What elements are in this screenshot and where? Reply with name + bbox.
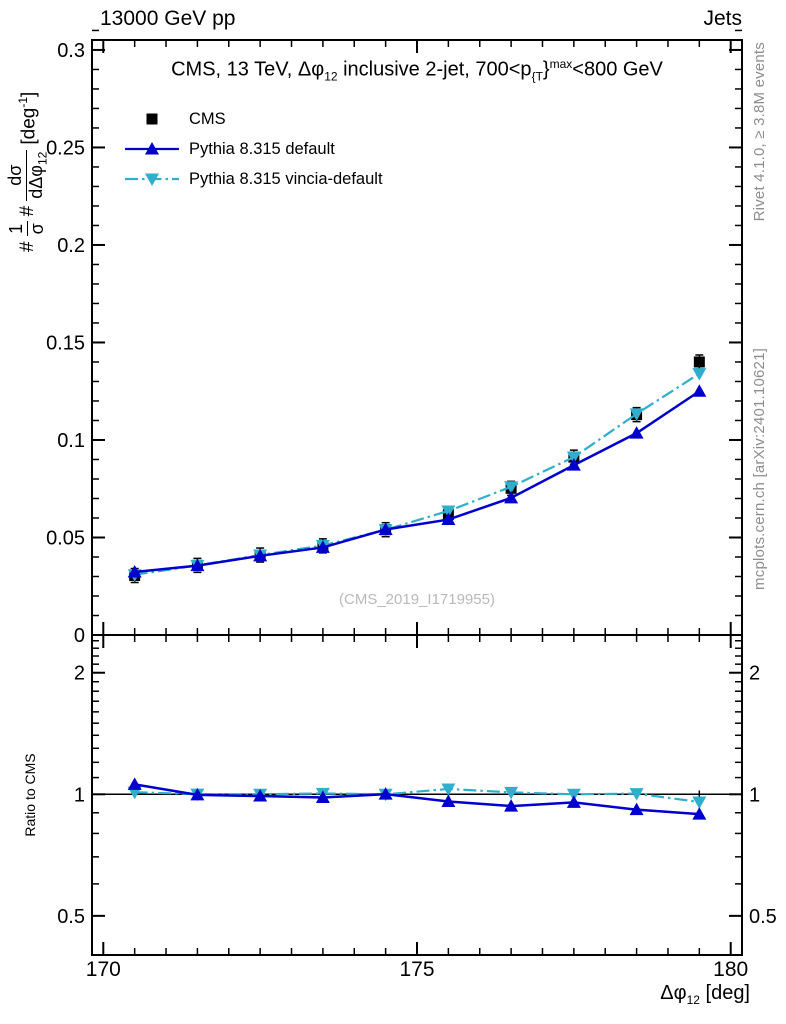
data-point-triangle-down [441, 505, 456, 518]
y-tick-label: 0.2 [57, 235, 85, 257]
analysis-group-title: Jets [703, 7, 742, 30]
axes [91, 29, 743, 956]
cms-marker-icon [124, 107, 180, 131]
data-point-triangle-up [504, 490, 519, 504]
data-point-square [146, 113, 158, 125]
series-cms [129, 354, 705, 584]
tick-labels: 170 175 180 0 0.05 0.1 0.15 0.2 0.25 0.3 0.5 0.5 1 1 2… [46, 40, 777, 981]
data-point-triangle-down [692, 368, 707, 381]
legend-label: Pythia 8.315 vincia-default [189, 169, 383, 188]
data-point-triangle-up [127, 777, 142, 790]
data-point-triangle-up [441, 794, 456, 807]
data-point-triangle-down [504, 786, 519, 800]
ratio-tick-label-right: 2 [749, 663, 760, 685]
data-point-triangle-up [253, 789, 268, 802]
ratio-tick-label-left: 1 [74, 784, 85, 806]
data-point-triangle-up [253, 548, 268, 562]
data-point-triangle-up [566, 458, 581, 471]
analysis-id-watermark: (CMS_2019_I1719955) [339, 591, 495, 608]
data-point-triangle-up [315, 540, 330, 553]
data-point-triangle-up [629, 802, 644, 816]
legend-marker-glyph [125, 142, 179, 155]
mcplots-arxiv-note: mcplots.cern.ch [arXiv:2401.10621] [751, 348, 768, 590]
pythia-default-marker-icon [124, 137, 180, 161]
y-tick-label: 0 [74, 625, 85, 647]
data-point-triangle-down [566, 788, 581, 802]
series-pythia-vincia [127, 368, 707, 582]
data-point-triangle-down [441, 783, 456, 796]
ratio-tick-label-right: 1 [749, 784, 760, 806]
data-point-triangle-up [504, 799, 519, 812]
data-point-triangle-down [692, 796, 707, 810]
data-point-triangle-down [566, 451, 581, 465]
data-point-triangle-up [315, 790, 330, 803]
x-tick-label: 170 [86, 958, 121, 981]
legend-label: CMS [189, 109, 226, 128]
ratio-panel-series [92, 777, 742, 820]
legend-item-pythia-vincia: Pythia 8.315 vincia-default [124, 164, 383, 194]
x-axis-label: Δφ12 [deg] [660, 982, 750, 1007]
data-point-triangle-down [504, 481, 519, 494]
data-point-triangle-up [566, 795, 581, 808]
data-point-triangle-up [441, 512, 456, 526]
ratio-y-axis-label: Ratio to CMS [22, 753, 38, 837]
y-tick-label: 0.25 [46, 137, 85, 159]
ratio-tick-label-right: 0.5 [749, 906, 777, 928]
data-point-triangle-up [629, 426, 644, 439]
y-tick-label: 0.05 [46, 527, 85, 549]
data-point-triangle-down [629, 788, 644, 801]
legend-label: Pythia 8.315 default [189, 139, 335, 158]
data-point-triangle-up [127, 565, 142, 578]
y-tick-label: 0.1 [57, 430, 85, 452]
x-tick-label: 180 [713, 958, 748, 981]
legend-item-pythia-default: Pythia 8.315 default [124, 134, 383, 164]
legend-item-cms: CMS [124, 104, 383, 134]
data-point-triangle-down [629, 408, 644, 421]
legend-marker-glyph [125, 173, 179, 186]
beam-energy-title: 13000 GeV pp [100, 7, 236, 30]
ratio-tick-label-left: 0.5 [57, 906, 85, 928]
data-point-square [693, 356, 705, 368]
data-point-triangle-up [692, 807, 707, 820]
series [92, 354, 742, 820]
ratio-tick-label-left: 2 [74, 663, 85, 685]
data-point-triangle-down [145, 173, 159, 186]
y-tick-label: 0.15 [46, 332, 85, 354]
plot-title: CMS, 13 TeV, Δφ12 inclusive 2-jet, 700<p… [171, 57, 663, 84]
main-y-axis-label: #1 σ # dσ dΔφ12 [deg-1] [5, 91, 50, 252]
legend-marker-glyph [146, 113, 158, 125]
data-point-triangle-up [378, 522, 393, 535]
x-tick-label: 175 [399, 958, 434, 981]
data-point-triangle-up [190, 787, 205, 801]
pythia-vincia-marker-icon [124, 167, 180, 191]
rivet-version-note: Rivet 4.1.0, ≥ 3.8M events [751, 42, 768, 222]
data-point-triangle-up [692, 384, 707, 397]
series-pythia-default [127, 384, 707, 578]
legend: CMS Pythia 8.315 default Pythia 8.315 vi… [124, 104, 383, 194]
data-point-triangle-up [145, 142, 159, 155]
y-tick-label: 0.3 [57, 40, 85, 62]
data-point-triangle-up [190, 558, 205, 572]
data-point-triangle-up [378, 787, 393, 800]
